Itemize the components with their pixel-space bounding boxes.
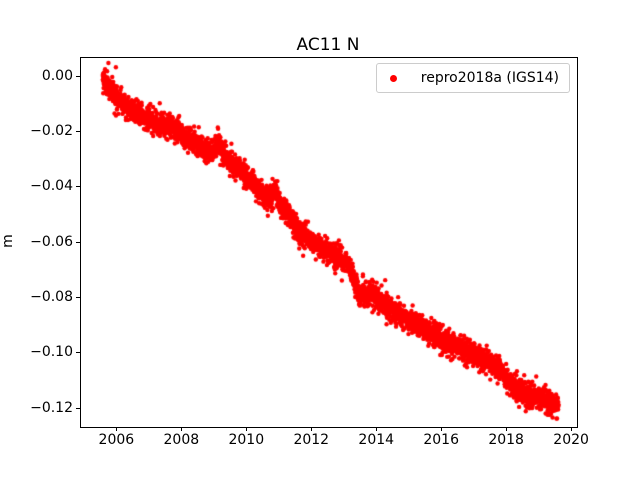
y-tick-label: −0.12 [30,399,73,416]
legend-label: repro2018a (IGS14) [420,70,559,86]
x-tick-label: 2012 [293,432,330,448]
y-tickmark [76,352,80,354]
y-tick-label: −0.08 [30,289,73,305]
x-tick-label: 2008 [163,432,200,448]
y-tick-label: −0.06 [30,233,73,250]
x-tickmark [116,427,118,431]
plot-area: repro2018a (IGS14) [80,57,578,428]
y-tickmark [76,297,80,298]
legend: repro2018a (IGS14) [375,63,570,93]
y-tickmark [76,186,80,188]
x-tick-label: 2020 [553,432,589,448]
y-tickmark [76,75,80,77]
x-tickmark [506,427,508,431]
x-tickmark [571,427,573,431]
scatter-series-canvas [81,58,577,427]
x-tickmark [181,427,183,431]
x-tickmark [311,427,313,431]
x-tick-label: 2006 [98,432,135,448]
y-tickmark [76,130,80,132]
y-tick-label: −0.02 [30,122,73,139]
x-tick-label: 2016 [423,432,459,448]
y-tick-label: −0.04 [30,178,73,195]
y-tickmark [76,407,80,409]
y-tickmark [76,241,80,243]
x-tick-label: 2014 [358,432,395,448]
x-tickmark [376,427,378,431]
y-tick-label: −0.10 [30,344,73,361]
x-tickmark [441,427,443,431]
legend-dot-marker-icon [389,74,397,82]
chart-title: AC11 N [296,35,360,55]
x-tick-label: 2018 [488,432,524,448]
y-tick-label: 0.00 [41,67,73,84]
x-tickmark [246,427,248,431]
x-tick-label: 2010 [228,432,265,448]
